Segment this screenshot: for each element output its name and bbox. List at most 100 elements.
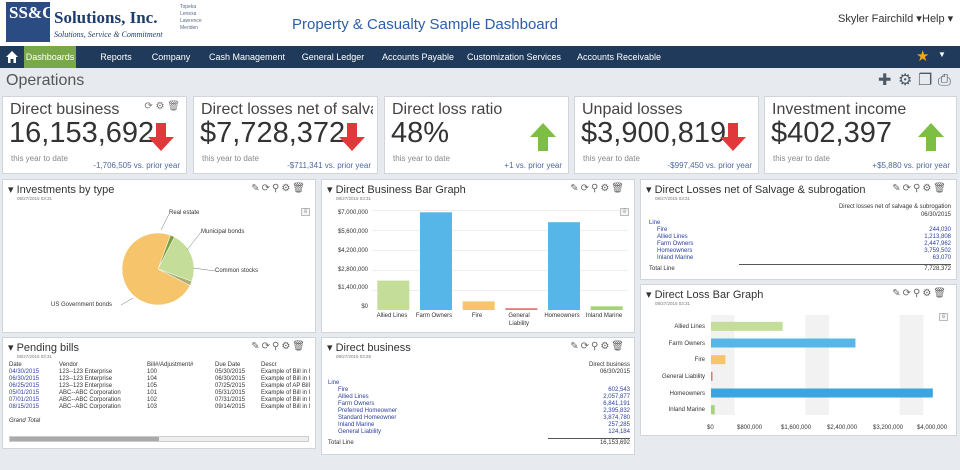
panel-title[interactable]: ▾ Direct Loss Bar Graph — [646, 289, 764, 301]
panel-toolbar[interactable]: ✎⟳⚲⚙🗑 — [892, 288, 948, 299]
arrow-down-icon — [720, 123, 746, 151]
x-tick: $0 — [707, 425, 714, 431]
nav-accounts-receivable[interactable]: Accounts Receivable — [576, 52, 662, 62]
column-date: 06/30/2015 — [920, 212, 951, 218]
table-row-label[interactable]: Homeowners — [657, 248, 693, 254]
panel-title-text: Direct Loss Bar Graph — [654, 289, 764, 301]
panel-toolbar[interactable]: ✎⟳⚲⚙🗑 — [251, 183, 307, 194]
total-value: 7,728,372 — [924, 266, 951, 272]
user-menu[interactable]: Skyler Fairchild ▾ — [838, 13, 922, 25]
kpi-value: 16,153,692 — [9, 117, 155, 149]
bill-date-link[interactable]: 05/01/2015 — [9, 390, 40, 396]
table-row-label[interactable]: Farm Owners — [657, 241, 694, 247]
panel-title-text: Direct Losses net of Salvage & subrogati… — [654, 184, 866, 196]
export-icon[interactable]: ⇩ — [939, 313, 948, 321]
x-tick: Inland Marine — [585, 313, 623, 319]
panel-toolbar[interactable]: ✎⟳⚲⚙🗑 — [251, 341, 307, 352]
table-row-label[interactable]: Allied Lines — [338, 394, 369, 400]
bar — [711, 338, 856, 348]
nav-company[interactable]: Company — [151, 52, 191, 62]
bill-date-link[interactable]: 06/25/2015 — [9, 383, 40, 389]
x-tick: Farm Owners — [415, 313, 453, 319]
panel-title[interactable]: ▾ Direct Losses net of Salvage & subroga… — [646, 184, 866, 196]
panel-title[interactable]: ▾ Investments by type — [8, 184, 115, 196]
table-row-value: 6,841,191 — [603, 401, 630, 407]
table-cell: 123--123 Enterprise — [59, 376, 113, 382]
company-logo[interactable]: SS&C Solutions, Inc. Solutions, Service … — [6, 2, 176, 44]
direct-business-panel: ▾ Direct business 08/27/2015 03:26 ✎⟳⚲⚙🗑… — [321, 337, 635, 455]
table-row-label[interactable]: Fire — [657, 227, 668, 233]
bill-date-link[interactable]: 08/15/2015 — [9, 404, 40, 410]
table-row-label[interactable]: Standard Homeowner — [338, 415, 397, 421]
nav-cash-management[interactable]: Cash Management — [208, 52, 286, 62]
panel-toolbar[interactable]: ✎⟳⚲⚙🗑 — [570, 183, 626, 194]
pie-label: Real estate — [169, 210, 200, 216]
table-cell: 07/25/2015 — [215, 383, 246, 389]
table-row-label[interactable]: Preferred Homeowner — [338, 408, 398, 414]
bill-date-link[interactable]: 06/30/2015 — [9, 376, 40, 382]
add-icon[interactable]: ✚ — [878, 72, 892, 89]
nav-accounts-payable[interactable]: Accounts Payable — [381, 52, 455, 62]
panel-title-text: Pending bills — [16, 342, 79, 354]
kpi-value: $3,900,819 — [581, 117, 727, 149]
bar — [590, 306, 623, 310]
copy-icon[interactable]: ❐ — [918, 72, 933, 89]
panel-title-text: Direct business — [335, 342, 411, 354]
export-icon[interactable]: ⇩ — [301, 208, 310, 216]
panel-title[interactable]: ▾ Direct Business Bar Graph — [327, 184, 466, 196]
kpi-card: ⟳ ⚙ 🗑 Direct business 16,153,692 this ye… — [2, 96, 187, 174]
home-icon[interactable] — [4, 49, 20, 65]
kpi-value: $7,728,372 — [200, 117, 346, 149]
table-row-label[interactable]: Allied Lines — [657, 234, 688, 240]
app-header: SS&C Solutions, Inc. Solutions, Service … — [0, 0, 960, 46]
group-label: Line — [649, 220, 661, 226]
panel-title[interactable]: ▾ Pending bills — [8, 342, 79, 354]
losses-table: Direct losses net of salvage & subrogati… — [649, 204, 951, 278]
divider — [739, 264, 951, 265]
kpi-delta: -1,706,505 vs. prior year — [93, 161, 180, 170]
table-row-label[interactable]: Inland Marine — [338, 422, 375, 428]
y-tick: $7,000,000 — [337, 210, 368, 216]
table-row-label[interactable]: Inland Marine — [657, 255, 694, 261]
help-menu[interactable]: Help ▾ — [922, 13, 954, 25]
main-nav: Dashboards Reports Company Cash Manageme… — [0, 46, 960, 68]
favorites-star-icon[interactable]: ★ — [916, 48, 930, 65]
bill-date-link[interactable]: 04/30/2015 — [9, 369, 40, 375]
x-tick: Homeowners — [544, 313, 580, 319]
print-icon[interactable]: ⎙ — [938, 72, 951, 89]
panel-date: 08/27/2015 03:31 — [655, 196, 691, 201]
nav-general-ledger[interactable]: General Ledger — [301, 52, 365, 62]
pie-slice — [121, 232, 191, 306]
table-cell: 100 — [147, 369, 158, 375]
panel-title[interactable]: ▾ Direct business — [327, 342, 411, 354]
horizontal-scrollbar[interactable] — [9, 436, 309, 442]
gear-icon[interactable]: ⚙ — [898, 72, 913, 89]
export-icon[interactable]: ⇩ — [620, 208, 629, 216]
arrow-down-icon — [148, 123, 174, 151]
table-row-label[interactable]: General Liability — [338, 429, 382, 435]
nav-dashboards[interactable]: Dashboards — [24, 46, 76, 68]
panel-toolbar[interactable]: ✎⟳⚲⚙🗑 — [892, 183, 948, 194]
panel-date: 08/27/2015 03:31 — [655, 301, 691, 306]
y-tick: Fire — [694, 357, 705, 363]
table-cell: 123--123 Enterprise — [59, 383, 113, 389]
card-tools[interactable]: ⟳ ⚙ 🗑 — [144, 101, 180, 112]
table-row-label[interactable]: Farm Owners — [338, 401, 375, 407]
bar — [548, 222, 580, 310]
y-tick: Inland Marine — [668, 407, 705, 413]
nav-customization-services[interactable]: Customization Services — [466, 52, 562, 62]
bill-date-link[interactable]: 07/01/2015 — [9, 397, 40, 403]
nav-reports[interactable]: Reports — [100, 52, 132, 62]
x-tick: Fire — [471, 313, 483, 319]
panel-date: 08/27/2015 03:31 — [17, 354, 53, 359]
panel-title-text: Direct Business Bar Graph — [335, 184, 466, 196]
table-row-label[interactable]: Fire — [338, 387, 349, 393]
investments-panel: ▾ Investments by type 08/27/2015 03:31 ✎… — [2, 179, 316, 333]
table-row-value: 3,874,780 — [603, 415, 630, 421]
kpi-title: Unpaid losses — [582, 101, 683, 118]
kpi-subtitle: this year to date — [583, 154, 640, 163]
scrollbar-thumb[interactable] — [10, 437, 159, 441]
panel-toolbar[interactable]: ✎⟳⚲⚙🗑 — [570, 341, 626, 352]
total-value: 16,153,692 — [599, 440, 630, 446]
chevron-down-icon[interactable]: ▼ — [938, 50, 946, 59]
